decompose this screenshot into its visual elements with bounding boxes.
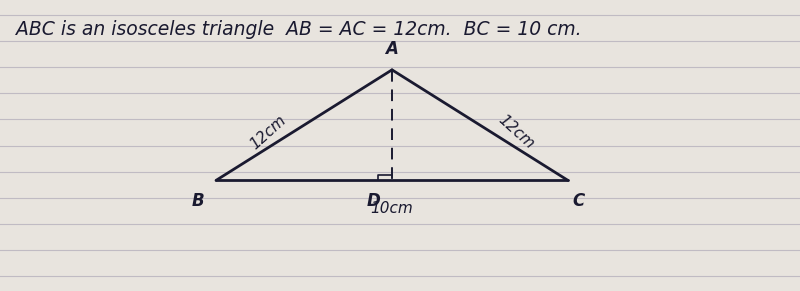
Text: D: D — [367, 192, 381, 210]
Text: 12cm: 12cm — [247, 112, 289, 152]
Text: B: B — [191, 192, 204, 210]
Text: A: A — [386, 40, 398, 58]
Text: 10cm: 10cm — [370, 200, 414, 216]
Text: C: C — [572, 192, 584, 210]
Text: 12cm: 12cm — [495, 112, 537, 152]
Text: ABC is an isosceles triangle  AB = AC = 12cm.  BC = 10 cm.: ABC is an isosceles triangle AB = AC = 1… — [16, 20, 582, 39]
